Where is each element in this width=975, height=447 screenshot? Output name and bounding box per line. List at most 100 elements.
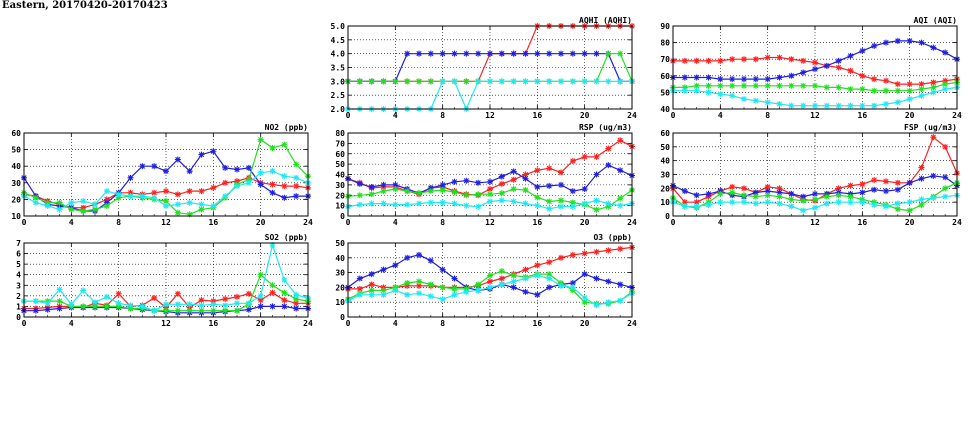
data-point-blue xyxy=(847,52,854,59)
data-point-cyan xyxy=(871,201,878,208)
data-point-blue xyxy=(569,188,576,195)
data-point-cyan xyxy=(404,201,411,208)
data-point-green xyxy=(835,84,842,91)
data-point-red xyxy=(906,81,913,88)
data-point-green xyxy=(741,192,747,199)
data-point-blue xyxy=(883,188,889,195)
data-point-cyan xyxy=(80,198,87,205)
data-point-blue xyxy=(681,74,688,81)
data-point-green xyxy=(234,307,240,314)
data-point-red xyxy=(930,79,937,86)
y-tick-label: 60 xyxy=(11,129,21,138)
x-tick-label: 4 xyxy=(69,218,74,227)
data-point-blue xyxy=(510,284,517,291)
data-point-blue xyxy=(593,171,600,178)
chart-aqhi: AQHI (AQHI) 2.0 2.5 3.0 3.5 4.0 4.5 5.0 0 4 8 12 16 2… xyxy=(331,16,637,120)
data-point-green xyxy=(416,278,422,285)
x-tick-label: 12 xyxy=(810,218,820,227)
data-point-blue xyxy=(776,189,783,196)
data-point-red xyxy=(546,259,553,266)
chart-title: RSP (ug/m3) xyxy=(579,123,632,132)
data-point-red xyxy=(800,57,807,64)
x-tick-label: 24 xyxy=(627,218,637,227)
data-point-green xyxy=(764,192,771,199)
data-point-blue xyxy=(427,184,434,191)
data-point-green xyxy=(439,284,446,291)
data-point-blue xyxy=(942,49,949,56)
data-point-cyan xyxy=(930,195,937,202)
data-point-cyan xyxy=(103,188,110,195)
data-point-blue xyxy=(558,50,564,57)
data-point-cyan xyxy=(68,301,75,308)
data-point-green xyxy=(245,176,252,183)
y-tick-label: 0 xyxy=(665,212,670,221)
data-point-cyan xyxy=(198,201,205,208)
y-tick-label: 60 xyxy=(660,129,670,138)
data-point-cyan xyxy=(942,86,949,93)
data-point-blue xyxy=(522,175,529,182)
y-tick-label: 0 xyxy=(340,212,345,221)
data-point-green xyxy=(681,84,688,91)
data-point-blue xyxy=(752,189,759,196)
y-tick-label: 50 xyxy=(660,88,670,97)
data-point-green xyxy=(257,136,264,143)
data-point-green xyxy=(752,82,759,89)
data-point-cyan xyxy=(883,203,889,210)
data-point-blue xyxy=(439,50,446,57)
x-tick-label: 24 xyxy=(952,111,962,120)
data-point-blue xyxy=(487,50,493,57)
data-point-cyan xyxy=(812,204,818,211)
data-point-cyan xyxy=(368,291,375,298)
data-point-red xyxy=(835,64,842,71)
data-point-green xyxy=(510,186,517,193)
data-point-green xyxy=(906,207,913,214)
data-point-cyan xyxy=(823,102,830,109)
x-tick-label: 0 xyxy=(346,218,351,227)
data-point-blue xyxy=(257,303,264,310)
data-point-cyan xyxy=(764,99,771,106)
data-point-blue xyxy=(894,186,901,193)
data-point-green xyxy=(788,196,795,203)
data-point-red xyxy=(942,77,949,84)
data-point-green xyxy=(776,193,783,200)
data-point-cyan xyxy=(741,199,747,206)
data-point-green xyxy=(186,211,193,218)
data-point-cyan xyxy=(245,300,252,307)
data-point-green xyxy=(800,197,807,204)
data-point-red xyxy=(558,169,564,176)
data-point-cyan xyxy=(439,78,446,85)
data-point-blue xyxy=(812,66,818,73)
data-point-blue xyxy=(918,175,925,182)
data-point-blue xyxy=(918,39,925,46)
y-tick-label: 40 xyxy=(660,157,670,166)
data-point-blue xyxy=(210,148,217,155)
data-point-blue xyxy=(139,163,146,170)
data-point-cyan xyxy=(581,78,588,85)
data-point-green xyxy=(534,194,541,201)
data-point-green xyxy=(752,193,759,200)
data-point-cyan xyxy=(269,242,276,249)
y-tick-label: 2.0 xyxy=(331,105,346,114)
y-tick-label: 60 xyxy=(660,72,670,81)
data-point-blue xyxy=(894,37,901,44)
data-point-red xyxy=(245,290,252,297)
data-point-cyan xyxy=(569,284,576,291)
data-point-red xyxy=(174,290,181,297)
chart-no2: NO2 (ppb) 10 20 30 40 50 60 0 4 8 12 16 20 24 xyxy=(11,123,313,227)
data-point-cyan xyxy=(127,193,134,200)
data-point-cyan xyxy=(534,202,541,209)
data-point-blue xyxy=(569,279,576,286)
data-point-red xyxy=(764,54,771,61)
data-point-blue xyxy=(617,281,624,288)
data-point-green xyxy=(812,82,818,89)
x-tick-label: 4 xyxy=(69,319,74,328)
data-point-blue xyxy=(498,173,505,180)
data-point-red xyxy=(859,181,866,188)
data-point-blue xyxy=(906,179,913,186)
data-point-cyan xyxy=(293,291,300,298)
data-point-red xyxy=(522,266,529,273)
data-point-blue xyxy=(427,50,434,57)
data-point-red xyxy=(222,296,229,303)
data-point-green xyxy=(368,287,375,294)
data-point-cyan xyxy=(906,199,913,206)
